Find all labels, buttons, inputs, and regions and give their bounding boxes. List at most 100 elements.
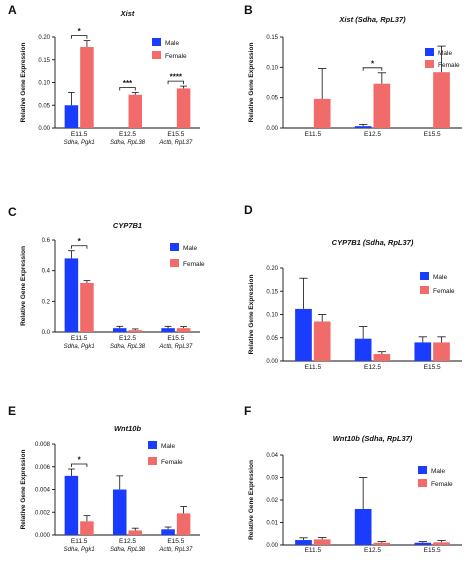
y-tick-label: 0.05 xyxy=(266,336,278,342)
x-tick-label: E11.5 xyxy=(305,131,322,138)
legend-swatch-male xyxy=(152,38,161,46)
legend-label-female: Female xyxy=(183,261,205,268)
y-tick-label: 0.20 xyxy=(266,266,278,272)
x-tick-sublabel: Sdha, Pgk1 xyxy=(64,547,95,553)
legend-swatch-female xyxy=(152,51,161,59)
y-tick-label: 0.05 xyxy=(38,103,50,109)
bar-female-e11-5 xyxy=(80,282,94,332)
legend: Male Female xyxy=(418,466,453,488)
bar-female-e15-5 xyxy=(176,513,191,535)
legend: Male Female xyxy=(420,272,455,295)
legend-swatch-female xyxy=(425,60,434,68)
y-axis-label: Relative Gene Expression xyxy=(248,275,255,355)
y-tick-label: 0.2 xyxy=(42,299,51,305)
bar-male-e11-5 xyxy=(64,105,79,128)
chart-title: Xist xyxy=(120,9,135,18)
bar-female-e15-5 xyxy=(433,542,450,545)
x-tick-label: E15.5 xyxy=(424,364,441,371)
legend-swatch-female xyxy=(420,286,429,294)
legend-swatch-male xyxy=(148,441,157,449)
chart-title: Wnt10b xyxy=(114,424,142,433)
chart-panel-b: B Xist (Sdha, RpL37) 0.00 0.05 0.10 0.15 Relat… xyxy=(244,3,462,138)
y-tick-label: 0.004 xyxy=(35,488,51,494)
chart-panel-d: D CYP7B1 (Sdha, RpL37) 0.00 0.05 0.10 0.15 0.2… xyxy=(244,203,462,371)
significance-bracket xyxy=(71,463,88,468)
y-axis-label: Relative Gene Expression xyxy=(248,460,255,540)
x-tick-label: E15.5 xyxy=(167,131,184,138)
legend-label-female: Female xyxy=(431,481,453,488)
bar-female-e15-5 xyxy=(433,72,450,128)
bar-female-e12-5 xyxy=(128,530,143,535)
y-tick-label: 0.00 xyxy=(38,126,50,132)
y-tick-label: 0.01 xyxy=(266,521,278,527)
panel-letter: A xyxy=(8,3,17,17)
y-tick-label: 0.000 xyxy=(35,533,51,539)
bar-female-e11-5 xyxy=(313,98,331,128)
x-tick-label: E11.5 xyxy=(71,131,88,138)
bar-female-e15-5 xyxy=(176,88,191,128)
legend-swatch-male xyxy=(420,272,429,280)
chart-title: Xist (Sdha, RpL37) xyxy=(338,15,406,24)
x-tick-label: E12.5 xyxy=(364,364,381,371)
bar-female-e15-5 xyxy=(176,328,191,332)
x-tick-label: E11.5 xyxy=(305,364,322,371)
legend-swatch-male xyxy=(170,243,179,251)
bar-male-e11-5 xyxy=(64,258,79,332)
y-tick-label: 0.00 xyxy=(266,543,278,549)
panel-letter: E xyxy=(8,404,16,418)
x-tick-sublabel: Sdha, RpL38 xyxy=(110,547,146,553)
y-tick-label: 0.4 xyxy=(42,269,51,275)
panel-letter: B xyxy=(244,3,253,17)
bar-male-e12-5 xyxy=(354,509,372,545)
chart-panel-a: A Xist 0.00 0.05 0.10 0.15 0.20 Relative Gene E… xyxy=(8,3,200,146)
y-tick-label: 0.00 xyxy=(266,359,278,365)
bar-female-e11-5 xyxy=(80,47,94,129)
x-tick-sublabel: Actb, RpL37 xyxy=(158,140,193,146)
chart-panel-e: E Wnt10b 0.000 0.002 0.004 0.006 0.008 Relative… xyxy=(8,404,200,553)
bar-female-e12-5 xyxy=(373,542,391,545)
significance-bracket xyxy=(167,80,184,85)
legend-label-male: Male xyxy=(438,50,452,57)
bar-male-e12-5 xyxy=(354,126,372,128)
y-tick-label: 0.02 xyxy=(266,498,278,504)
y-tick-label: 0.03 xyxy=(266,476,278,482)
legend: Male Female xyxy=(148,441,183,466)
panel-letter: C xyxy=(8,205,17,219)
x-tick-sublabel: Sdha, RpL38 xyxy=(110,140,146,146)
bar-male-e11-5 xyxy=(64,475,79,535)
x-tick-label: E15.5 xyxy=(167,335,184,342)
bar-female-e12-5 xyxy=(128,330,143,332)
legend: Male Female xyxy=(425,48,460,69)
y-tick-label: 0.6 xyxy=(42,238,51,244)
legend-label-male: Male xyxy=(161,443,175,450)
bar-male-e15-5 xyxy=(161,328,175,332)
bar-male-e15-5 xyxy=(161,529,175,535)
significance-bracket xyxy=(362,67,383,71)
x-tick-sublabel: Sdha, Pgk1 xyxy=(64,344,95,350)
x-tick-label: E11.5 xyxy=(305,547,322,554)
y-tick-label: 0.006 xyxy=(35,465,51,471)
x-tick-label: E12.5 xyxy=(364,131,381,138)
legend-label-female: Female xyxy=(433,288,455,295)
significance-bracket xyxy=(119,87,136,91)
x-tick-sublabel: Sdha, RpL38 xyxy=(110,344,146,350)
bar-male-e12-5 xyxy=(112,328,127,332)
chart-panel-c: C CYP7B1 0.0 0.2 0.4 0.6 Relative Gene Express… xyxy=(8,205,205,350)
chart-title: Wnt10b (Sdha, RpL37) xyxy=(333,434,413,443)
y-tick-label: 0.00 xyxy=(266,126,278,132)
x-tick-label: E12.5 xyxy=(119,538,136,545)
legend-swatch-male xyxy=(418,466,427,474)
y-tick-label: 0.15 xyxy=(266,35,278,41)
bar-female-e11-5 xyxy=(80,521,94,535)
y-tick-label: 0.10 xyxy=(38,81,50,87)
significance-label: * xyxy=(78,27,82,36)
legend-label-female: Female xyxy=(165,53,187,60)
x-tick-label: E11.5 xyxy=(71,538,88,545)
y-tick-label: 0.04 xyxy=(266,453,278,459)
legend-label-female: Female xyxy=(438,62,460,69)
significance-label: * xyxy=(78,237,82,246)
y-tick-label: 0.20 xyxy=(38,35,50,41)
chart-title: CYP7B1 xyxy=(113,221,142,230)
x-tick-sublabel: Sdha, Pgk1 xyxy=(64,140,95,146)
